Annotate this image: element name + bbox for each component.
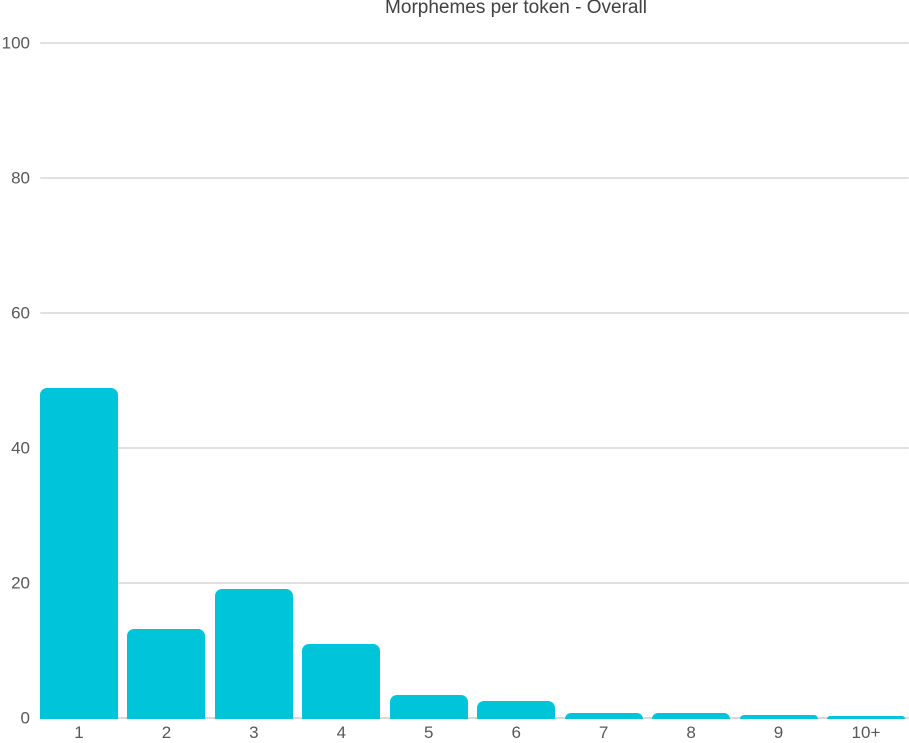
bar[interactable] — [302, 644, 381, 719]
x-tick-label: 7 — [598, 723, 609, 742]
bar[interactable] — [214, 588, 293, 719]
x-tick-label: 1 — [74, 723, 84, 742]
y-tick-label: 20 — [11, 573, 30, 593]
gridline — [40, 581, 909, 584]
bar[interactable] — [739, 714, 818, 719]
y-tick-label: 60 — [11, 303, 30, 323]
bar[interactable] — [127, 628, 206, 719]
x-tick-label: 2 — [161, 723, 172, 742]
bar[interactable] — [40, 388, 118, 719]
bar[interactable] — [652, 712, 731, 719]
x-tick-label: 4 — [336, 723, 347, 742]
gridline — [40, 41, 909, 44]
x-tick-label: 5 — [424, 723, 434, 742]
x-axis-line — [40, 717, 909, 719]
gridline — [40, 311, 909, 314]
x-tick-label: 3 — [249, 723, 259, 742]
y-tick-label: 80 — [11, 168, 30, 188]
chart-title: Morphemes per token - Overall — [385, 0, 647, 18]
y-tick-label: 100 — [1, 33, 30, 52]
bar[interactable] — [477, 701, 556, 719]
bar[interactable] — [564, 712, 643, 719]
x-tick-label: 9 — [773, 723, 784, 742]
y-tick-label: 0 — [20, 708, 30, 728]
y-tick-label: 40 — [11, 438, 30, 458]
gridline — [40, 176, 909, 179]
bar[interactable] — [826, 715, 905, 719]
x-tick-label: 6 — [511, 723, 521, 742]
x-tick-label: 8 — [686, 723, 696, 742]
gridline — [40, 446, 909, 449]
x-tick-label: 10+ — [851, 723, 881, 742]
bar[interactable] — [389, 695, 468, 719]
